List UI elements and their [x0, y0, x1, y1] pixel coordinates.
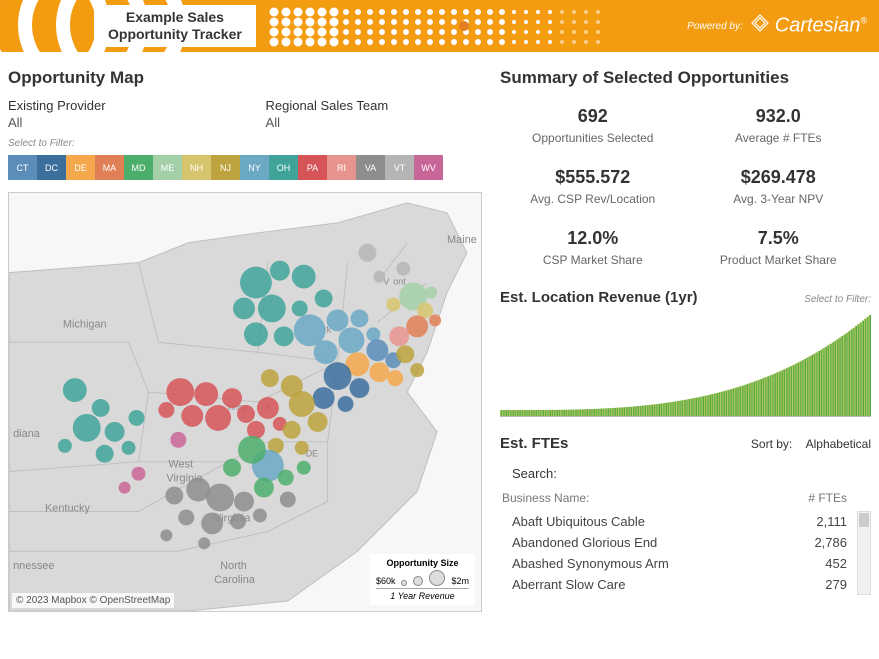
metric-label: Avg. CSP Rev/Location: [504, 192, 682, 206]
metric-label: CSP Market Share: [504, 253, 682, 267]
legend-max: $2m: [451, 576, 469, 586]
col-business-name: Business Name:: [502, 491, 589, 505]
fte-table-body: Abaft Ubiquitous Cable 2,111 Abandoned Glo…: [500, 511, 871, 595]
filter-existing-provider[interactable]: Existing Provider All: [8, 98, 106, 130]
state-filter-de[interactable]: DE: [66, 155, 95, 180]
table-row[interactable]: Abashed Synonymous Arm 452: [500, 553, 871, 574]
opportunity-map-title: Opportunity Map: [8, 68, 482, 88]
state-filter-ma[interactable]: MA: [95, 155, 124, 180]
state-filter-ct[interactable]: CT: [8, 155, 37, 180]
app-title-line1: Example Sales: [108, 9, 242, 26]
state-filter-va[interactable]: VA: [356, 155, 385, 180]
state-filter-vt[interactable]: VT: [385, 155, 414, 180]
state-filter-pa[interactable]: PA: [298, 155, 327, 180]
metric: $555.572 Avg. CSP Rev/Location: [500, 159, 686, 220]
header-banner: Example Sales Opportunity Tracker Powere…: [0, 0, 879, 52]
filter-regional-sales-team[interactable]: Regional Sales Team All: [266, 98, 389, 130]
metric-label: Opportunities Selected: [504, 131, 682, 145]
fte-count: 452: [825, 556, 847, 571]
revenue-section-title: Est. Location Revenue (1yr): [500, 289, 698, 306]
state-filter-nh[interactable]: NH: [182, 155, 211, 180]
filters-row: Existing Provider All Regional Sales Tea…: [8, 98, 482, 130]
filter-label: Regional Sales Team: [266, 98, 389, 113]
sort-label: Sort by:: [751, 437, 792, 451]
svg-text:Michigan: Michigan: [63, 318, 107, 330]
summary-title: Summary of Selected Opportunities: [500, 68, 871, 88]
legend-footer: 1 Year Revenue: [376, 588, 469, 601]
metric-label: Average # FTEs: [690, 131, 868, 145]
business-name: Aberrant Slow Care: [512, 577, 625, 592]
metric: $269.478 Avg. 3-Year NPV: [686, 159, 872, 220]
search-label[interactable]: Search:: [512, 466, 871, 481]
svg-text:nnessee: nnessee: [13, 560, 54, 572]
fte-table-header: Business Name: # FTEs: [500, 489, 871, 511]
metric: 932.0 Average # FTEs: [686, 98, 872, 159]
business-name: Abaft Ubiquitous Cable: [512, 514, 645, 529]
filter-value: All: [266, 115, 389, 130]
filter-value: All: [8, 115, 106, 130]
metric: 12.0% CSP Market Share: [500, 220, 686, 281]
state-filter-hint: Select to Filter:: [8, 138, 482, 149]
table-row[interactable]: Aberrant Slow Care 279: [500, 574, 871, 595]
brand-icon: [749, 12, 771, 40]
fte-count: 2,786: [814, 535, 847, 550]
state-filter-ny[interactable]: NY: [240, 155, 269, 180]
brand-name: Cartesian: [775, 14, 861, 36]
state-filter-dc[interactable]: DC: [37, 155, 66, 180]
metric-value: $555.572: [504, 167, 682, 188]
map-legend: Opportunity Size $60k $2m 1 Year Revenue: [370, 554, 475, 605]
opportunity-map[interactable]: MaineMichigandianaWestVirginiaKentuckyVi…: [8, 192, 482, 612]
state-filter-row: CTDCDEMAMDMENHNJNYOHPARIVAVTWV: [8, 155, 482, 180]
metric-value: 692: [504, 106, 682, 127]
metric-label: Avg. 3-Year NPV: [690, 192, 868, 206]
col-ftes: # FTEs: [808, 491, 847, 505]
revenue-bar-chart[interactable]: [500, 312, 871, 417]
metric: 7.5% Product Market Share: [686, 220, 872, 281]
banner-dots: [256, 0, 687, 52]
scrollbar-thumb[interactable]: [859, 513, 869, 527]
summary-metrics: 692 Opportunities Selected 932.0 Average # …: [500, 98, 871, 281]
metric-value: 932.0: [690, 106, 868, 127]
state-filter-md[interactable]: MD: [124, 155, 153, 180]
sort-by-control[interactable]: Sort by: Alphabetical: [751, 437, 871, 451]
scrollbar[interactable]: [857, 511, 871, 595]
state-filter-me[interactable]: ME: [153, 155, 182, 180]
state-filter-ri[interactable]: RI: [327, 155, 356, 180]
legend-title: Opportunity Size: [376, 558, 469, 568]
table-row[interactable]: Abaft Ubiquitous Cable 2,111: [500, 511, 871, 532]
metric-value: 7.5%: [690, 228, 868, 249]
metric: 692 Opportunities Selected: [500, 98, 686, 159]
svg-text:ont: ont: [393, 277, 406, 287]
state-filter-wv[interactable]: WV: [414, 155, 443, 180]
svg-text:Maine: Maine: [447, 234, 477, 246]
business-name: Abandoned Glorious End: [512, 535, 657, 550]
revenue-filter-hint: Select to Filter:: [804, 294, 871, 305]
filter-label: Existing Provider: [8, 98, 106, 113]
app-title: Example Sales Opportunity Tracker: [94, 5, 256, 47]
fte-count: 2,111: [816, 514, 847, 529]
metric-value: $269.478: [690, 167, 868, 188]
svg-text:diana: diana: [13, 428, 41, 440]
sort-value: Alphabetical: [806, 437, 871, 451]
metric-label: Product Market Share: [690, 253, 868, 267]
fte-count: 279: [825, 577, 847, 592]
legend-min: $60k: [376, 576, 396, 586]
svg-text:North: North: [220, 560, 247, 572]
svg-text:Kentucky: Kentucky: [45, 502, 91, 514]
map-attribution: © 2023 Mapbox © OpenStreetMap: [12, 593, 174, 608]
svg-text:West: West: [168, 459, 193, 471]
state-filter-oh[interactable]: OH: [269, 155, 298, 180]
app-title-line2: Opportunity Tracker: [108, 26, 242, 43]
metric-value: 12.0%: [504, 228, 682, 249]
svg-text:Carolina: Carolina: [214, 574, 256, 586]
fte-section-title: Est. FTEs: [500, 435, 568, 452]
table-row[interactable]: Abandoned Glorious End 2,786: [500, 532, 871, 553]
powered-by-label: Powered by:: [687, 21, 743, 32]
business-name: Abashed Synonymous Arm: [512, 556, 669, 571]
brand-logo: Cartesian®: [749, 12, 867, 40]
state-filter-nj[interactable]: NJ: [211, 155, 240, 180]
